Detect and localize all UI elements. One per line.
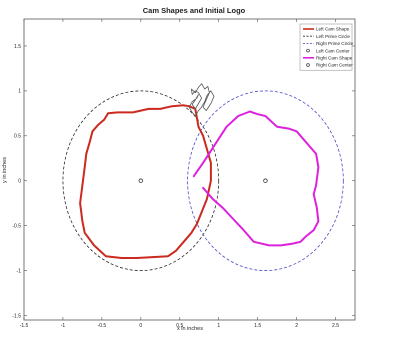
x-tick-label: 1.5 (254, 323, 261, 329)
y-tick-label: 0 (18, 179, 21, 185)
legend-item: Right Cam Shape (303, 56, 353, 61)
x-tick-label: -0.5 (98, 323, 107, 329)
x-axis: -1.5 -1 -0.5 0 0.5 1 1.5 2 2.5 (20, 19, 339, 329)
center-markers (138, 178, 268, 183)
right-cam-center-marker (263, 178, 268, 183)
legend-box (299, 23, 353, 71)
legend-marker (306, 48, 310, 53)
chart-title: Cam Shapes and Initial Logo (143, 6, 246, 15)
x-tick-label: 2.5 (332, 323, 339, 329)
legend-item: Right Cam Center (306, 63, 353, 68)
x-axis-label: x in inches (177, 326, 203, 332)
legend-label: Left Prime Circle (316, 34, 350, 39)
y-tick-label: -0.5 (12, 223, 21, 229)
right-cam-shape-line (192, 110, 320, 247)
x-tick-label: 1 (217, 323, 220, 329)
left-cam-center-marker (138, 178, 144, 183)
initial-logo-line (188, 83, 215, 117)
legend-item: Right Prime Circle (303, 41, 353, 46)
x-tick-label: 0.5 (176, 323, 183, 329)
y-tick-label: 0.5 (14, 134, 21, 140)
y-tick-label: -1.5 (12, 313, 21, 319)
x-tick-label: 2 (295, 323, 298, 329)
x-tick-label: -1.5 (20, 323, 29, 329)
legend-marker (306, 63, 310, 67)
y-tick-label: 1.5 (14, 44, 21, 50)
x-tick-label: 0 (139, 323, 142, 329)
y-axis-label: y in inches (2, 157, 8, 183)
legend-label: Right Cam Center (316, 63, 353, 68)
left-cam-shape-line (79, 104, 212, 259)
y-tick-label: 1 (18, 89, 21, 95)
right-prime-circle (187, 90, 344, 271)
prime-circles (62, 90, 344, 271)
x-tick-label: -1 (61, 323, 66, 329)
legend-item: Left Cam Shape (303, 27, 350, 32)
left-prime-circle (62, 90, 220, 271)
legend: Left Cam Shape Left Prime Circle Right Pri… (299, 23, 353, 71)
y-tick-label: -1 (17, 268, 22, 274)
legend-label: Right Prime Circle (316, 41, 353, 46)
series-lines (79, 83, 320, 259)
legend-label: Left Cam Center (316, 48, 350, 53)
legend-label: Right Cam Shape (316, 56, 353, 61)
legend-item: Left Cam Center (306, 48, 350, 53)
y-axis: -1.5 -1 -0.5 0 0.5 1 1.5 (12, 44, 355, 319)
legend-label: Left Cam Shape (316, 27, 350, 32)
legend-item: Left Prime Circle (303, 34, 350, 39)
